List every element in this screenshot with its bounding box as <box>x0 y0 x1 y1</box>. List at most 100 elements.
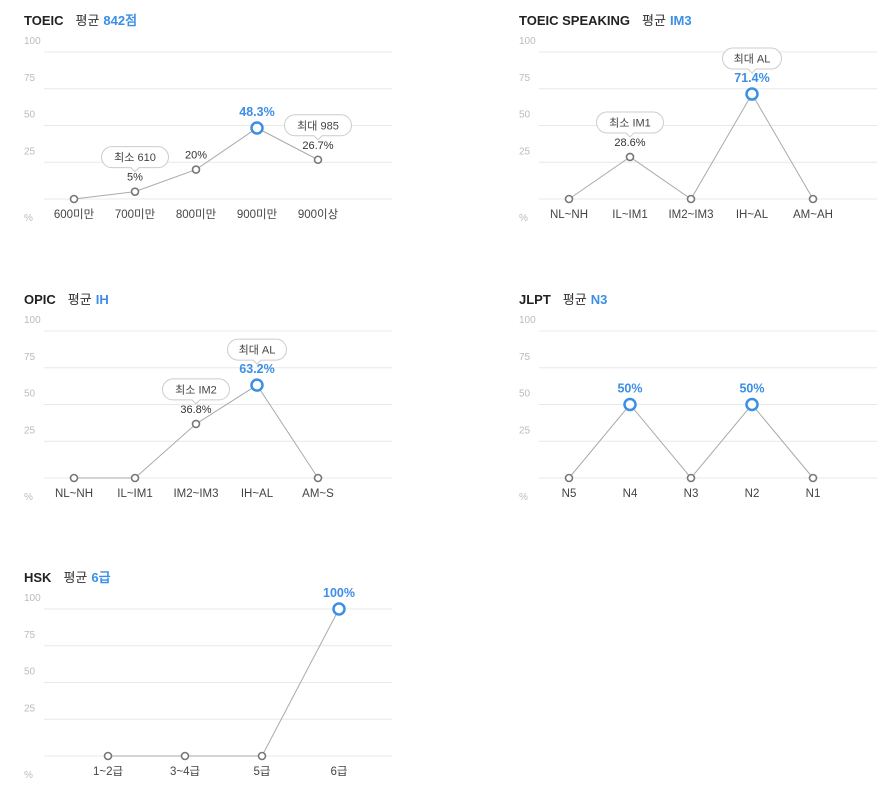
y-tick-label: 100 <box>519 315 536 326</box>
x-tick-label: N3 <box>684 488 699 500</box>
annotation-bubble: 최대 985 <box>284 114 352 141</box>
value-label: 100% <box>323 586 355 600</box>
data-point <box>69 194 79 204</box>
y-tick-label: 100 <box>24 315 41 326</box>
value-label: 28.6% <box>614 137 645 149</box>
highlight-point <box>745 397 759 412</box>
value-label: 26.7% <box>302 140 333 152</box>
value-label: 36.8% <box>180 404 211 416</box>
value-label: 50% <box>739 382 764 396</box>
x-tick-label: N5 <box>562 488 577 500</box>
data-point <box>808 473 818 483</box>
x-tick-label: NL~NH <box>55 488 93 500</box>
annotation-text: 최대 985 <box>297 119 339 132</box>
x-tick-label: 3~4급 <box>170 766 200 778</box>
annotation-bubble: 최소 610 <box>101 146 169 173</box>
x-tick-label: N4 <box>623 488 638 500</box>
average-label: 평균 <box>75 13 100 28</box>
average-value: IH <box>95 292 109 307</box>
series-line <box>108 608 340 757</box>
x-tick-label: 800미만 <box>176 208 217 221</box>
chart-header: OPIC 평균 IH <box>24 289 109 309</box>
value-label: 5% <box>127 172 143 184</box>
highlight-point <box>250 121 264 135</box>
average-value: 6급 <box>91 570 111 585</box>
annotation-text: 최소 610 <box>114 151 156 164</box>
data-point <box>686 194 696 204</box>
chart-title: OPIC <box>24 292 56 307</box>
average-label: 평균 <box>67 292 92 307</box>
chart-header: TOEIC 평균 842점 <box>24 10 137 30</box>
x-tick-label: IL~IM1 <box>117 488 152 500</box>
y-tick-label: 100 <box>24 36 41 47</box>
chart-title: JLPT <box>519 292 551 307</box>
y-tick-label: 100 <box>519 36 536 47</box>
line-chart-opic: 100 75 50 25% 최소 IM2 최대 AL NL~NH IL~IM1 36.8% IM2… <box>24 315 392 503</box>
y-unit-label: % <box>519 213 528 224</box>
line-chart-toeic-speaking: 100 75 50 25% 최소 IM1 최대 AL NL~NH 28.6% IL~IM1 IM2… <box>519 36 877 224</box>
value-label: 50% <box>617 382 642 396</box>
x-tick-label: 700미만 <box>115 208 156 221</box>
value-label: 48.3% <box>239 105 274 119</box>
average-value: 842점 <box>103 13 138 28</box>
y-tick-label: 75 <box>24 352 36 363</box>
annotation-bubble: 최소 IM1 <box>596 111 664 138</box>
y-tick-label: 50 <box>24 110 36 121</box>
data-point <box>257 751 267 761</box>
data-point <box>313 155 323 165</box>
y-unit-label: % <box>24 213 33 224</box>
x-tick-label: 900미만 <box>237 208 278 221</box>
data-point <box>69 473 79 483</box>
x-tick-label: 600미만 <box>54 208 95 221</box>
data-point <box>313 473 323 483</box>
y-tick-label: 25 <box>519 146 531 157</box>
data-point <box>564 473 574 483</box>
y-unit-label: % <box>24 492 33 503</box>
x-tick-label: 900이상 <box>298 208 339 221</box>
data-point <box>625 152 635 162</box>
chart-header: HSK 평균 6급 <box>24 567 111 587</box>
line-chart-jlpt: 100 75 50 25% N5 50% N4 N3 50% N2 N1 <box>519 315 877 503</box>
y-tick-label: 50 <box>24 667 36 678</box>
chart-header: TOEIC SPEAKING 평균 IM3 <box>519 10 692 30</box>
annotation-bubble: 최대 AL <box>227 338 287 365</box>
data-point <box>103 751 113 761</box>
x-tick-label: AM~S <box>302 488 334 500</box>
chart-title: TOEIC SPEAKING <box>519 13 631 28</box>
y-unit-label: % <box>519 492 528 503</box>
x-tick-label: IM2~IM3 <box>668 209 713 221</box>
annotation-bubble: 최소 IM2 <box>162 378 230 405</box>
data-point <box>686 473 696 483</box>
highlight-point <box>623 397 637 412</box>
y-tick-label: 25 <box>24 425 36 436</box>
x-tick-label: 1~2급 <box>93 766 123 778</box>
y-unit-label: % <box>24 770 33 781</box>
y-tick-label: 75 <box>24 630 36 641</box>
x-tick-label: N1 <box>806 488 821 500</box>
average-label: 평균 <box>562 292 587 307</box>
series-line <box>568 93 814 200</box>
chart-title: HSK <box>24 570 52 585</box>
data-point <box>191 165 201 174</box>
value-label: 71.4% <box>734 71 769 85</box>
x-tick-label: IM2~IM3 <box>173 488 218 500</box>
average-label: 평균 <box>642 13 666 28</box>
y-tick-label: 50 <box>24 389 36 400</box>
highlight-point <box>332 602 346 616</box>
value-label: 20% <box>185 150 207 162</box>
annotation-text: 최대 AL <box>239 344 276 357</box>
line-chart-toeic: 100 75 50 25% 최소 610 최대 985 600미만 5% 700미만 20% 800… <box>24 36 392 224</box>
y-tick-label: 75 <box>519 352 531 363</box>
annotation-text: 최소 IM1 <box>609 116 651 129</box>
x-tick-label: NL~NH <box>550 209 588 221</box>
data-point <box>191 419 201 429</box>
annotation-text: 최소 IM2 <box>175 383 217 396</box>
highlight-point <box>745 87 759 101</box>
x-tick-label: IH~AL <box>241 488 274 500</box>
value-label: 63.2% <box>239 362 274 376</box>
annotation-text: 최대 AL <box>734 53 771 66</box>
x-tick-label: IH~AL <box>736 209 769 221</box>
chart-header: JLPT 평균 N3 <box>519 289 607 309</box>
data-point <box>180 751 190 761</box>
chart-title: TOEIC <box>24 13 64 28</box>
